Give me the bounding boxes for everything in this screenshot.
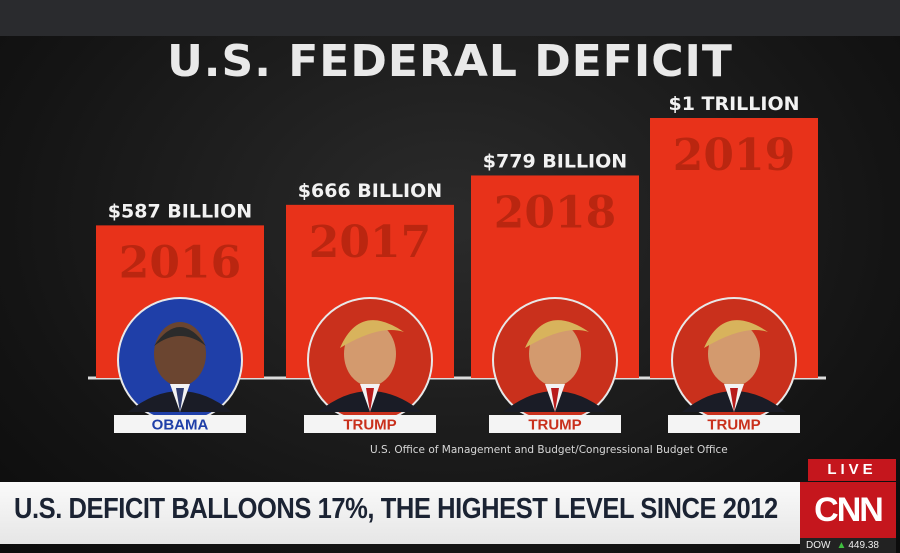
headline-text: U.S. DEFICIT BALLOONS 17%, THE HIGHEST L… [14,493,700,526]
year-label-2016: 2016 [119,237,241,288]
year-label-2017: 2017 [309,217,431,268]
dow-ticker: DOW ▲ 449.38 [800,538,896,553]
live-badge: LIVE [808,459,896,481]
data-label-2018: $779 BILLION [483,150,627,172]
name-label-2018: TRUMP [528,417,581,434]
up-arrow-icon: ▲ [836,540,846,551]
name-label-2016: OBAMA [152,417,209,434]
year-label-2018: 2018 [494,187,616,238]
name-label-2017: TRUMP [343,417,396,434]
name-label-2019: TRUMP [707,417,760,434]
source-note: U.S. Office of Management and Budget/Con… [370,444,810,456]
dow-label: DOW [806,540,830,551]
year-label-2019: 2019 [673,130,795,181]
data-label-2017: $666 BILLION [298,180,442,202]
cnn-logo: CNN [814,491,882,530]
data-label-2019: $1 TRILLION [668,93,799,115]
data-label-2016: $587 BILLION [108,200,252,222]
cnn-logo-box: CNN [800,482,896,538]
dow-value: 449.38 [848,540,879,551]
